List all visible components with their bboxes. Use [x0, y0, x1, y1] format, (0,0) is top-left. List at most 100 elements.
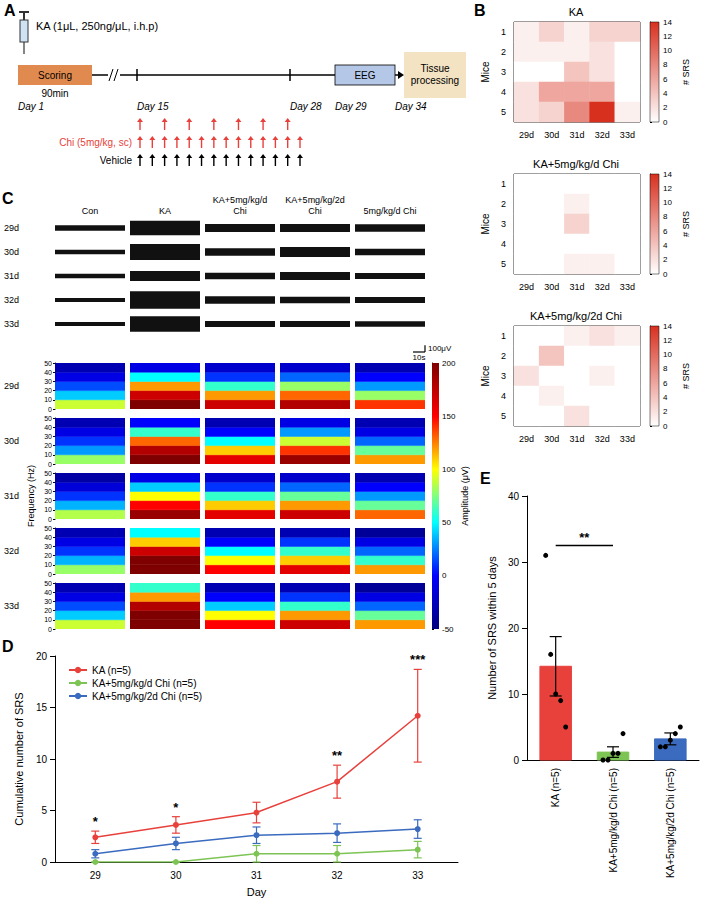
svg-text:3: 3: [501, 67, 506, 77]
svg-text:Chi (5mg/kg, sc): Chi (5mg/kg, sc): [59, 137, 132, 148]
svg-text:KA: KA: [159, 206, 171, 216]
svg-text:1: 1: [501, 331, 506, 341]
svg-text:100μV: 100μV: [428, 344, 452, 353]
svg-text:50: 50: [44, 415, 52, 422]
svg-text:12: 12: [663, 184, 672, 193]
svg-text:Cumulative number of SRS: Cumulative number of SRS: [13, 692, 25, 825]
svg-text:40: 40: [44, 369, 52, 376]
svg-text:KA+5mg/kg/2d: KA+5mg/kg/2d: [285, 195, 344, 205]
svg-text:D: D: [2, 638, 14, 655]
svg-text:50: 50: [44, 360, 52, 367]
svg-text:31d: 31d: [569, 434, 584, 444]
svg-text:29d: 29d: [519, 130, 534, 140]
svg-text:32d: 32d: [595, 130, 610, 140]
svg-text:Mice: Mice: [480, 213, 491, 235]
svg-text:4: 4: [501, 87, 506, 97]
svg-text:2: 2: [663, 407, 668, 416]
svg-text:30d: 30d: [544, 282, 559, 292]
svg-text:2: 2: [501, 351, 506, 361]
svg-text:Day 29: Day 29: [335, 101, 367, 112]
svg-text:KA+5mg/kg/d Chi: KA+5mg/kg/d Chi: [533, 158, 619, 170]
svg-text:5: 5: [501, 107, 506, 117]
svg-text:Day 15: Day 15: [137, 101, 169, 112]
svg-text:-50: -50: [442, 625, 454, 634]
svg-text:processing: processing: [411, 75, 459, 86]
svg-text:32: 32: [332, 870, 344, 881]
svg-text:Mice: Mice: [480, 61, 491, 83]
svg-text:30d: 30d: [4, 436, 19, 446]
svg-text:*: *: [173, 800, 179, 815]
svg-text:20: 20: [44, 497, 52, 504]
svg-text:A: A: [4, 2, 16, 19]
svg-text:40: 40: [508, 491, 520, 502]
svg-text:29d: 29d: [4, 223, 19, 233]
svg-text:E: E: [480, 470, 491, 487]
svg-text:30: 30: [44, 488, 52, 495]
svg-text:4: 4: [663, 241, 668, 250]
svg-text:29d: 29d: [519, 434, 534, 444]
svg-text:8: 8: [663, 364, 668, 373]
svg-text:31d: 31d: [569, 130, 584, 140]
svg-text:20: 20: [44, 607, 52, 614]
svg-text:29d: 29d: [519, 282, 534, 292]
svg-text:B: B: [474, 2, 486, 19]
svg-text:30: 30: [170, 870, 182, 881]
svg-text:20: 20: [508, 623, 520, 634]
svg-text:0: 0: [663, 118, 668, 127]
svg-text:31d: 31d: [4, 271, 19, 281]
svg-text:30d: 30d: [544, 130, 559, 140]
svg-text:20: 20: [36, 651, 48, 662]
svg-text:EEG: EEG: [354, 70, 375, 81]
svg-text:6: 6: [663, 379, 668, 388]
svg-text:30: 30: [508, 557, 520, 568]
svg-text:20: 20: [44, 552, 52, 559]
svg-text:Day 28: Day 28: [290, 101, 322, 112]
svg-text:6: 6: [663, 227, 668, 236]
svg-text:50: 50: [44, 580, 52, 587]
svg-text:5mg/kg/d Chi: 5mg/kg/d Chi: [363, 206, 416, 216]
svg-text:14: 14: [663, 18, 672, 27]
svg-text:10: 10: [663, 350, 672, 359]
svg-text:5: 5: [501, 259, 506, 269]
svg-text:0: 0: [48, 516, 52, 523]
svg-text:4: 4: [501, 391, 506, 401]
svg-text:10: 10: [44, 506, 52, 513]
svg-text:1: 1: [501, 179, 506, 189]
svg-text:10: 10: [44, 561, 52, 568]
svg-text:0: 0: [663, 270, 668, 279]
svg-text:KA (n=5): KA (n=5): [550, 768, 561, 807]
svg-text:0: 0: [48, 571, 52, 578]
svg-text:33d: 33d: [4, 319, 19, 329]
svg-text:40: 40: [44, 479, 52, 486]
svg-text:C: C: [2, 190, 14, 207]
svg-text:Vehicle: Vehicle: [100, 155, 133, 166]
svg-text:3: 3: [501, 219, 506, 229]
svg-text:20: 20: [44, 442, 52, 449]
svg-text:2: 2: [663, 103, 668, 112]
svg-text:33: 33: [412, 870, 424, 881]
svg-text:10: 10: [44, 396, 52, 403]
svg-text:0: 0: [663, 422, 668, 431]
svg-text:10: 10: [44, 451, 52, 458]
svg-text:15: 15: [36, 702, 48, 713]
svg-text:KA (n=5): KA (n=5): [92, 665, 131, 676]
svg-text:# SRS: # SRS: [681, 211, 691, 237]
svg-text:Scoring: Scoring: [38, 70, 72, 81]
svg-text:Day: Day: [247, 886, 267, 898]
svg-text:50: 50: [44, 525, 52, 532]
svg-text:2: 2: [501, 47, 506, 57]
svg-text:14: 14: [663, 322, 672, 331]
svg-text:4: 4: [663, 89, 668, 98]
svg-text:Tissue: Tissue: [420, 63, 450, 74]
svg-text:30: 30: [44, 378, 52, 385]
svg-text:10: 10: [663, 198, 672, 207]
svg-text:KA: KA: [569, 6, 584, 18]
svg-text:*: *: [93, 814, 99, 829]
svg-text:30d: 30d: [544, 434, 559, 444]
svg-text:Frequency (Hz): Frequency (Hz): [26, 465, 36, 527]
svg-text:2: 2: [501, 199, 506, 209]
svg-text:Number of SRS within 5 days: Number of SRS within 5 days: [486, 556, 498, 700]
svg-text:14: 14: [663, 170, 672, 179]
svg-text:40: 40: [44, 589, 52, 596]
svg-text:30: 30: [44, 598, 52, 605]
